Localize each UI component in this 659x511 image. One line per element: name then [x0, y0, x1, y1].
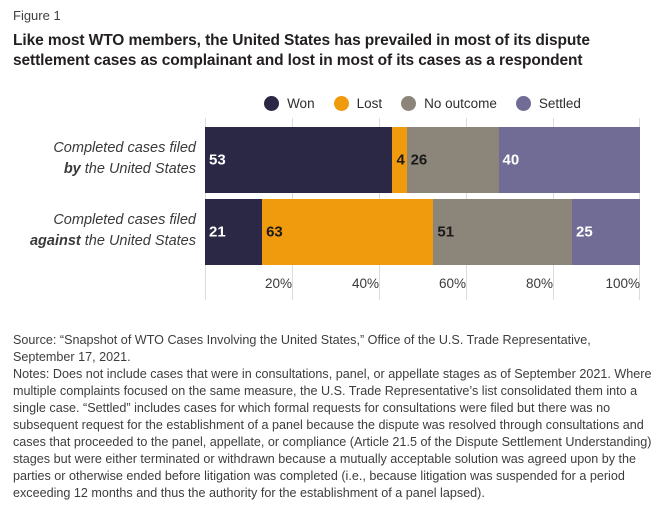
- legend-item-no-outcome: No outcome: [401, 95, 497, 111]
- segment-value: 53: [209, 151, 226, 169]
- x-tick-40pct: 40%: [351, 276, 379, 291]
- segment-settled: 25: [572, 199, 640, 265]
- source-text: Source: “Snapshot of WTO Cases Involving…: [13, 333, 591, 364]
- legend-label: Settled: [538, 95, 581, 111]
- legend-dot-settled: [515, 95, 531, 111]
- x-axis: 20% 40% 60% 80% 100%: [205, 276, 640, 294]
- legend-label: Won: [287, 95, 315, 111]
- row-label-against: Completed cases filed against the United …: [29, 212, 196, 249]
- row-label-by: Completed cases filed by the United State…: [53, 140, 196, 177]
- bar-row-2: 21 63 51 25: [205, 199, 640, 265]
- segment-won: 53: [205, 127, 393, 193]
- segment-value: 25: [576, 223, 593, 241]
- legend-dot-no-outcome: [401, 95, 417, 111]
- segment-value: 26: [410, 151, 428, 169]
- x-tick-60pct: 60%: [438, 276, 466, 291]
- legend-item-won: Won: [264, 95, 315, 111]
- segment-no-outcome: 51: [433, 199, 573, 265]
- x-tick-100pct: 100%: [605, 276, 640, 291]
- segment-won: 21: [205, 199, 263, 265]
- segment-value: 51: [437, 223, 455, 241]
- legend-label: Lost: [356, 95, 383, 111]
- segment-lost: 63: [262, 199, 434, 265]
- segment-value: 21: [209, 223, 226, 241]
- segment-no-outcome: 26: [406, 127, 499, 193]
- figure-title: Like most WTO members, the United States…: [13, 32, 590, 70]
- legend-item-lost: Lost: [333, 95, 383, 111]
- figure-label: Figure 1: [13, 8, 61, 23]
- legend-dot-won: [264, 95, 280, 111]
- stacked-bar-chart: Won Lost No outcome Settled Completed cases…: [0, 92, 659, 310]
- legend-item-settled: Settled: [515, 95, 581, 111]
- x-tick-20pct: 20%: [264, 276, 292, 291]
- legend-dot-lost: [333, 95, 349, 111]
- segment-value: 63: [266, 223, 283, 241]
- notes-text: Notes: Does not include cases that were …: [13, 367, 652, 500]
- segment-settled: 40: [498, 127, 640, 193]
- segment-lost: 4: [392, 127, 407, 193]
- source-notes: Source: “Snapshot of WTO Cases Involving…: [13, 332, 653, 502]
- chart-legend: Won Lost No outcome Settled: [205, 92, 640, 114]
- bar-row-1: 53 4 26 40: [205, 127, 640, 193]
- segment-value: 4: [396, 151, 405, 169]
- segment-value: 40: [502, 151, 520, 169]
- legend-label: No outcome: [424, 95, 497, 111]
- x-tick-80pct: 80%: [525, 276, 553, 291]
